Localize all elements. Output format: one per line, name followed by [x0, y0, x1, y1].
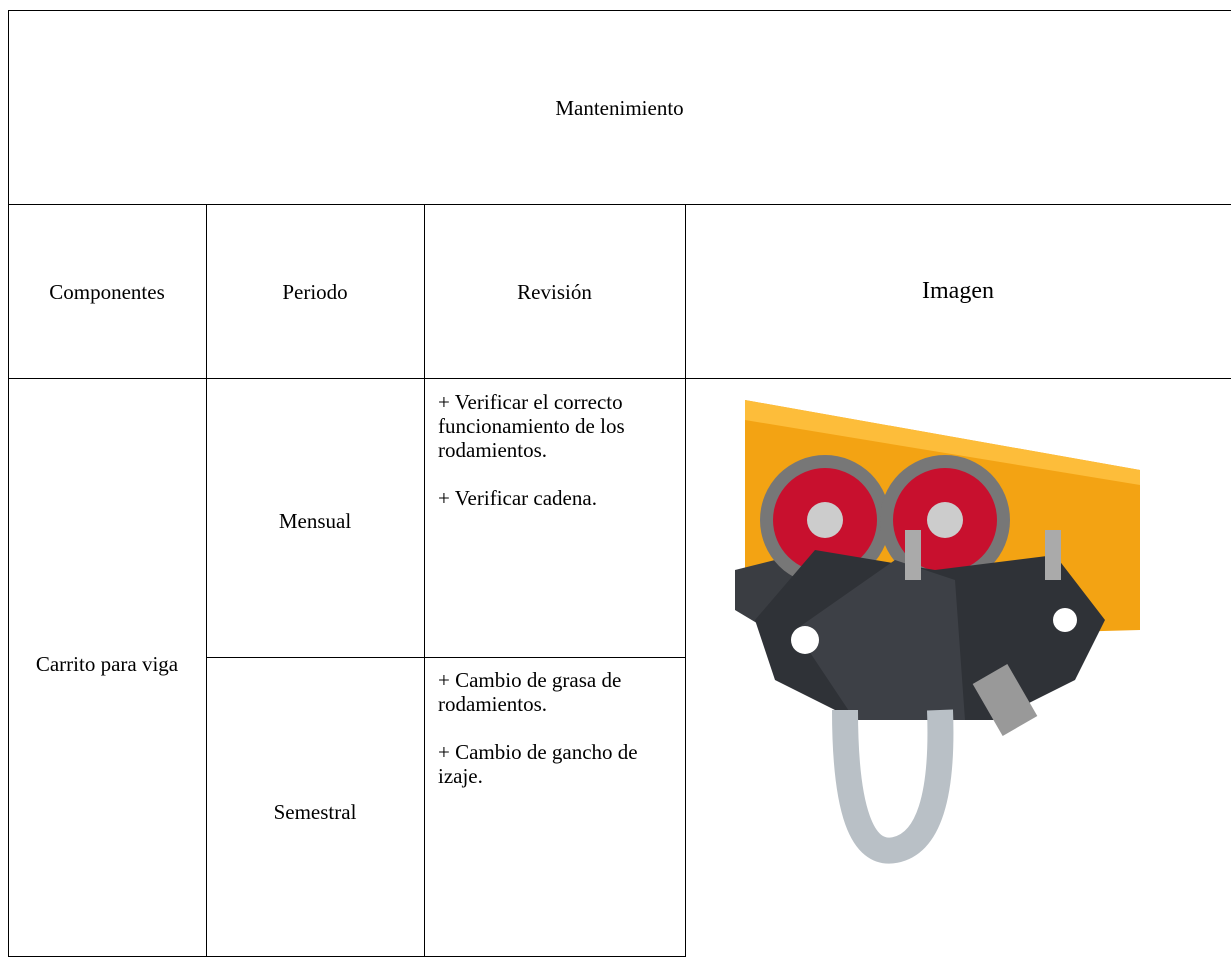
revision-item: + Verificar el correcto funcionamiento d… [438, 390, 625, 462]
border [8, 10, 1231, 11]
border [8, 204, 1231, 205]
trolley-image [695, 380, 1145, 870]
header-cell: Revisión [517, 280, 592, 304]
period: Semestral [273, 800, 357, 824]
border [685, 204, 686, 957]
revision-item: + Verificar cadena. [438, 486, 597, 510]
border [8, 378, 1231, 379]
border [424, 204, 425, 957]
revision-item: + Cambio de gancho de izaje. [438, 740, 638, 788]
border [206, 657, 685, 658]
revision: + Cambio de grasa de rodamientos. + Camb… [438, 668, 678, 812]
header-cell: Componentes [49, 280, 165, 304]
revision: + Verificar el correcto funcionamiento d… [438, 390, 678, 534]
header-cell: Imagen [922, 278, 994, 304]
component: Carrito para viga [35, 652, 179, 676]
revision-item: + Cambio de grasa de rodamientos. [438, 668, 622, 716]
border [8, 10, 9, 957]
header-cell: Periodo [282, 280, 348, 304]
border [206, 204, 207, 957]
period: Mensual [278, 509, 352, 533]
title: Mantenimiento [555, 96, 684, 120]
